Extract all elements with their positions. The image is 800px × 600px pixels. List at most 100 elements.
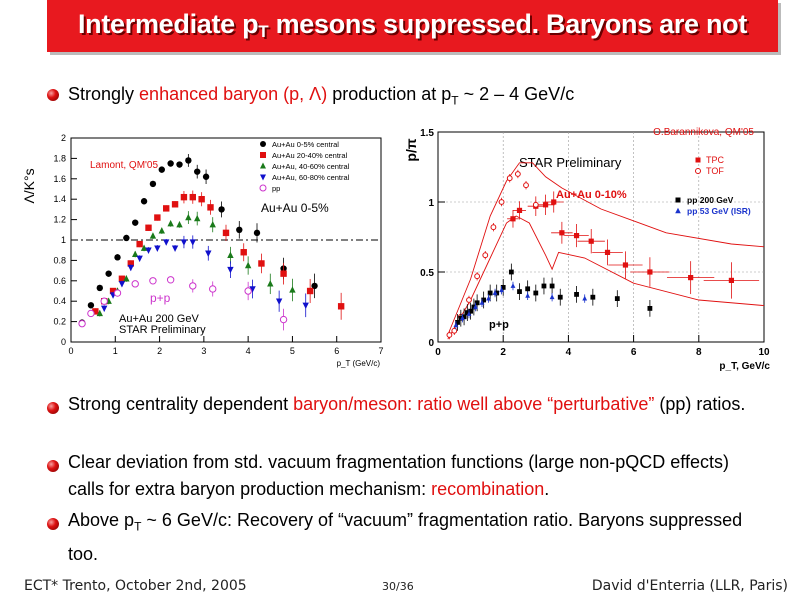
bullet-marker xyxy=(47,89,59,101)
data-point-triangle-up xyxy=(466,311,472,316)
data-point-triangle-down xyxy=(136,255,143,263)
data-point-triangle-up xyxy=(158,227,165,234)
data-point-circle xyxy=(185,157,192,164)
data-point-square xyxy=(92,308,99,315)
data-point-triangle-up xyxy=(492,290,498,295)
data-point-open-circle xyxy=(532,201,539,208)
data-point-circle xyxy=(105,270,112,277)
data-point-triangle-up xyxy=(473,304,478,309)
data-point-square xyxy=(468,308,473,314)
data-point-triangle-up xyxy=(194,214,201,222)
data-point-square xyxy=(525,286,531,292)
data-point-square xyxy=(154,214,161,221)
y-tick-label: 0.2 xyxy=(53,317,66,327)
data-point-square xyxy=(588,238,594,244)
data-point-triangle-down xyxy=(249,286,256,293)
legend-marker xyxy=(259,184,267,192)
data-point-square xyxy=(516,207,523,213)
data-point-open-circle xyxy=(113,289,122,297)
x-tick-label: 7 xyxy=(378,346,383,356)
data-point-open-circle xyxy=(78,319,86,328)
data-point-triangle-down xyxy=(171,245,179,252)
data-point-triangle-up xyxy=(96,309,103,317)
x-tick-label: 0 xyxy=(68,346,73,356)
footer-venue: ECT* Trento, October 2nd, 2005 xyxy=(24,578,247,594)
data-point-triangle-down xyxy=(127,264,134,272)
data-point-circle xyxy=(149,180,157,188)
data-point-circle xyxy=(123,234,130,242)
bullet-marker xyxy=(47,402,59,414)
slide-title: Intermediate pT mesons suppressed. Baryo… xyxy=(77,9,748,41)
credit-annotation: O.Barannikova, QM'05 xyxy=(653,127,754,138)
data-point-square xyxy=(180,193,188,201)
data-point-square xyxy=(118,275,126,282)
data-point-open-circle xyxy=(87,309,95,318)
legend-label: pp 53 GeV (ISR) xyxy=(687,206,751,216)
bullet-text-1: Strongly enhanced baryon (p, Λ) producti… xyxy=(68,84,575,108)
legend-marker xyxy=(260,141,266,147)
data-point-square xyxy=(494,290,500,296)
legend-marker xyxy=(260,152,266,158)
p-pi-ratio-plot: 0 0.5 1 1.5 0 2 4 6 8 10 p/π p_T, GeV/c O.Barannikov… xyxy=(403,127,770,372)
preliminary-annotation: STAR Preliminary xyxy=(119,324,206,336)
x-tick-label: 2 xyxy=(157,346,162,356)
data-point-square xyxy=(573,233,580,239)
data-point-square xyxy=(207,204,214,211)
data-point-square xyxy=(306,287,314,295)
data-point-open-circle xyxy=(279,315,288,324)
bullet-text-3: Clear deviation from std. vacuum fragmen… xyxy=(68,452,729,499)
x-tick-label: 5 xyxy=(290,346,295,356)
data-point-square xyxy=(604,249,611,255)
data-point-triangle-up xyxy=(460,315,465,321)
data-point-square xyxy=(559,230,565,236)
title-bar: Intermediate pT mesons suppressed. Baryo… xyxy=(47,0,778,52)
data-point-open-circle xyxy=(189,282,197,290)
data-point-triangle-up xyxy=(123,275,130,282)
data-point-square xyxy=(464,310,470,315)
data-point-square xyxy=(127,260,134,267)
data-point-circle xyxy=(158,166,165,173)
data-point-square xyxy=(171,201,179,208)
legend-label: Au+Au, 60-80% central xyxy=(272,173,350,182)
bullet-marker xyxy=(47,518,59,530)
data-point-triangle-up xyxy=(227,251,234,258)
system-annotation: Au+Au 0-5% xyxy=(261,201,329,215)
data-point-square xyxy=(198,196,205,203)
legend-marker xyxy=(695,168,701,174)
data-point-triangle-up xyxy=(132,250,139,257)
y-tick-label: 0.8 xyxy=(53,255,66,265)
data-point-square xyxy=(136,240,143,248)
data-point-circle xyxy=(132,219,139,226)
data-point-triangle-up xyxy=(209,221,216,228)
data-point-triangle-up xyxy=(267,280,274,287)
page-number: 30/36 xyxy=(382,580,414,593)
energy-annotation: Au+Au 200 GeV xyxy=(119,313,199,325)
data-point-triangle-up xyxy=(167,219,174,227)
legend-marker xyxy=(260,174,266,181)
data-point-triangle-up xyxy=(453,322,459,328)
x-axis-label: p_T, GeV/c xyxy=(719,361,770,372)
x-tick-label: 4 xyxy=(566,347,572,358)
y-tick-label: 0 xyxy=(428,338,434,349)
y-tick-label: 2 xyxy=(61,133,66,143)
x-tick-label: 10 xyxy=(758,347,770,358)
data-point-square xyxy=(500,285,506,290)
pp-annotation: p+p xyxy=(489,319,509,331)
model-band-lower xyxy=(447,215,765,340)
data-point-open-circle xyxy=(490,224,497,231)
data-point-triangle-down xyxy=(180,239,188,246)
system-annotation: Au+Au 0-10% xyxy=(556,189,627,201)
data-point-triangle-down xyxy=(118,281,126,288)
data-point-triangle-up xyxy=(499,287,504,293)
y-tick-label: 1.8 xyxy=(53,153,66,163)
preliminary-annotation: STAR Preliminary xyxy=(519,155,622,170)
data-point-triangle-up xyxy=(140,244,148,251)
data-point-circle xyxy=(218,206,225,213)
data-point-circle xyxy=(253,229,261,237)
data-point-open-circle xyxy=(209,285,217,293)
data-point-circle xyxy=(311,282,318,290)
data-point-circle xyxy=(140,198,148,205)
data-point-square xyxy=(109,287,117,295)
data-point-triangle-up xyxy=(244,261,252,269)
model-band-upper xyxy=(447,162,765,336)
